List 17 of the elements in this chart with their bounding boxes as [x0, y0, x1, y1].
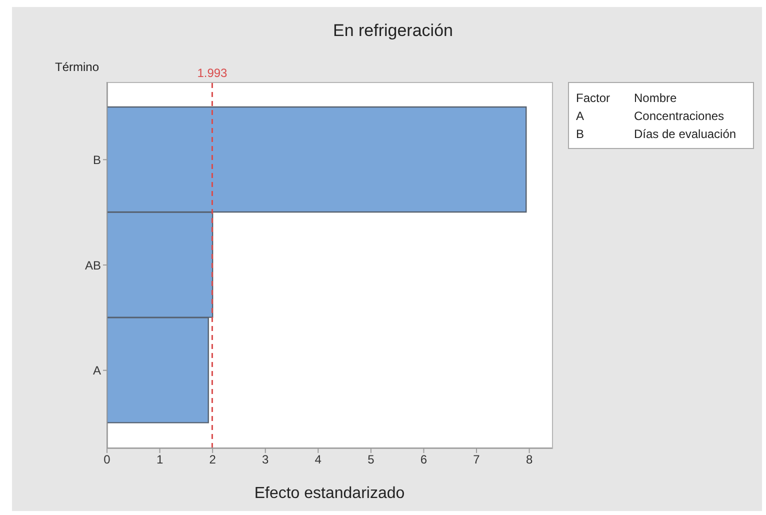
y-tick-label: A: [92, 364, 101, 378]
x-tick-label: 3: [262, 452, 270, 467]
x-tick-label: 1: [156, 452, 164, 467]
x-tick-label: 0: [104, 452, 111, 467]
ref-line-label: 1.993: [197, 66, 228, 80]
x-tick-label: 7: [473, 452, 480, 467]
x-tick-label: 8: [526, 452, 533, 467]
y-axis-title: Término: [55, 60, 100, 74]
chart-title: En refrigeración: [332, 21, 454, 41]
x-tick-label: 4: [314, 452, 322, 467]
x-axis-title: Efecto estandarizado: [254, 485, 405, 502]
factor-table: Factor Nombre A Concentraciones B Días de evaluación: [568, 82, 754, 149]
x-tick-label: 5: [368, 452, 375, 467]
y-tick-label: B: [92, 152, 101, 167]
x-tick-label: 2: [209, 452, 216, 467]
x-tick-label: 6: [420, 452, 428, 467]
y-tick-label: AB: [84, 258, 101, 272]
